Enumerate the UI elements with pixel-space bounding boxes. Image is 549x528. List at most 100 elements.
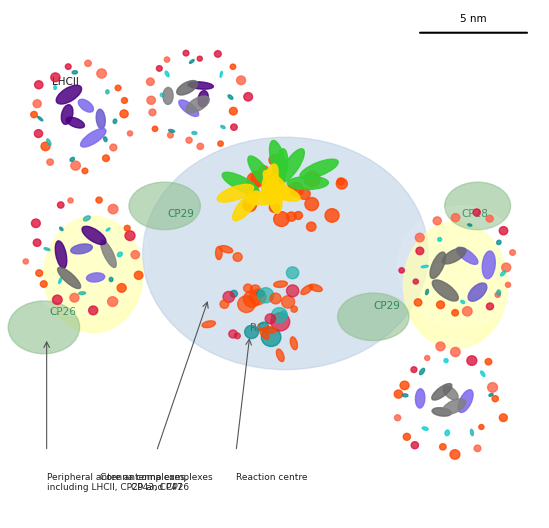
Circle shape (509, 250, 516, 255)
Circle shape (127, 131, 133, 136)
Circle shape (467, 356, 477, 365)
Ellipse shape (179, 100, 199, 117)
Ellipse shape (55, 241, 67, 268)
Ellipse shape (261, 164, 278, 200)
Ellipse shape (44, 248, 50, 251)
Ellipse shape (117, 252, 122, 257)
Circle shape (135, 271, 143, 279)
Circle shape (85, 60, 91, 67)
Circle shape (156, 65, 162, 71)
Ellipse shape (169, 129, 175, 133)
Ellipse shape (430, 252, 446, 278)
Circle shape (51, 73, 60, 82)
Ellipse shape (425, 289, 428, 295)
Circle shape (249, 289, 266, 305)
Ellipse shape (100, 240, 116, 268)
Ellipse shape (489, 393, 493, 397)
Circle shape (147, 96, 155, 105)
Ellipse shape (309, 284, 322, 291)
Ellipse shape (270, 140, 286, 179)
Circle shape (305, 197, 318, 211)
Circle shape (304, 172, 320, 187)
Circle shape (258, 288, 273, 303)
Circle shape (425, 355, 430, 361)
Circle shape (33, 239, 41, 247)
Circle shape (58, 202, 64, 208)
Ellipse shape (442, 399, 466, 414)
Text: 5 nm: 5 nm (461, 14, 487, 24)
Circle shape (96, 197, 102, 203)
Circle shape (411, 367, 417, 372)
Ellipse shape (287, 176, 328, 190)
Circle shape (68, 198, 73, 203)
Circle shape (287, 285, 299, 297)
Circle shape (31, 111, 37, 118)
Circle shape (488, 383, 497, 392)
Circle shape (229, 107, 237, 115)
Circle shape (337, 178, 348, 189)
Circle shape (451, 213, 460, 222)
Ellipse shape (220, 71, 222, 77)
Ellipse shape (458, 390, 473, 412)
Circle shape (269, 155, 280, 165)
Ellipse shape (263, 327, 277, 333)
Circle shape (238, 296, 255, 313)
Circle shape (183, 50, 189, 56)
Text: Peripheral antenna complexes,
including LHCII, CP29 and CP26: Peripheral antenna complexes, including … (47, 473, 189, 492)
Circle shape (229, 330, 237, 338)
Ellipse shape (186, 96, 209, 113)
Ellipse shape (228, 95, 233, 99)
Circle shape (294, 212, 302, 220)
Ellipse shape (221, 126, 225, 129)
Ellipse shape (79, 292, 86, 295)
Ellipse shape (432, 408, 451, 416)
Ellipse shape (233, 191, 259, 221)
Ellipse shape (82, 227, 106, 244)
Circle shape (36, 270, 43, 276)
Circle shape (506, 282, 511, 287)
Circle shape (108, 297, 117, 306)
Circle shape (414, 299, 422, 306)
Circle shape (399, 268, 405, 273)
Ellipse shape (445, 430, 450, 436)
Ellipse shape (432, 280, 458, 301)
Ellipse shape (72, 71, 77, 74)
Ellipse shape (443, 386, 458, 400)
Ellipse shape (279, 149, 304, 183)
Ellipse shape (192, 131, 197, 135)
Circle shape (41, 142, 50, 150)
Ellipse shape (276, 349, 284, 362)
Circle shape (400, 381, 409, 390)
Ellipse shape (104, 137, 107, 142)
Circle shape (65, 64, 71, 69)
Ellipse shape (273, 149, 288, 188)
Circle shape (16, 55, 143, 177)
Circle shape (474, 445, 481, 451)
Ellipse shape (86, 273, 105, 282)
Circle shape (280, 311, 287, 317)
Circle shape (395, 415, 401, 421)
Ellipse shape (290, 337, 298, 350)
Text: CP29: CP29 (167, 209, 194, 219)
Circle shape (485, 359, 492, 365)
Circle shape (287, 267, 299, 279)
Ellipse shape (54, 86, 57, 89)
Circle shape (70, 294, 79, 302)
Ellipse shape (113, 119, 117, 124)
Circle shape (403, 433, 411, 440)
Circle shape (186, 137, 192, 143)
Ellipse shape (44, 216, 143, 333)
Ellipse shape (260, 328, 269, 340)
Circle shape (287, 212, 296, 221)
Circle shape (416, 233, 424, 242)
Circle shape (250, 285, 260, 295)
Ellipse shape (220, 246, 233, 253)
Circle shape (411, 442, 418, 449)
Ellipse shape (188, 82, 214, 89)
Ellipse shape (61, 105, 73, 125)
Ellipse shape (264, 183, 300, 201)
Circle shape (215, 51, 221, 57)
Circle shape (82, 168, 88, 174)
Circle shape (337, 178, 344, 185)
Circle shape (433, 217, 441, 225)
